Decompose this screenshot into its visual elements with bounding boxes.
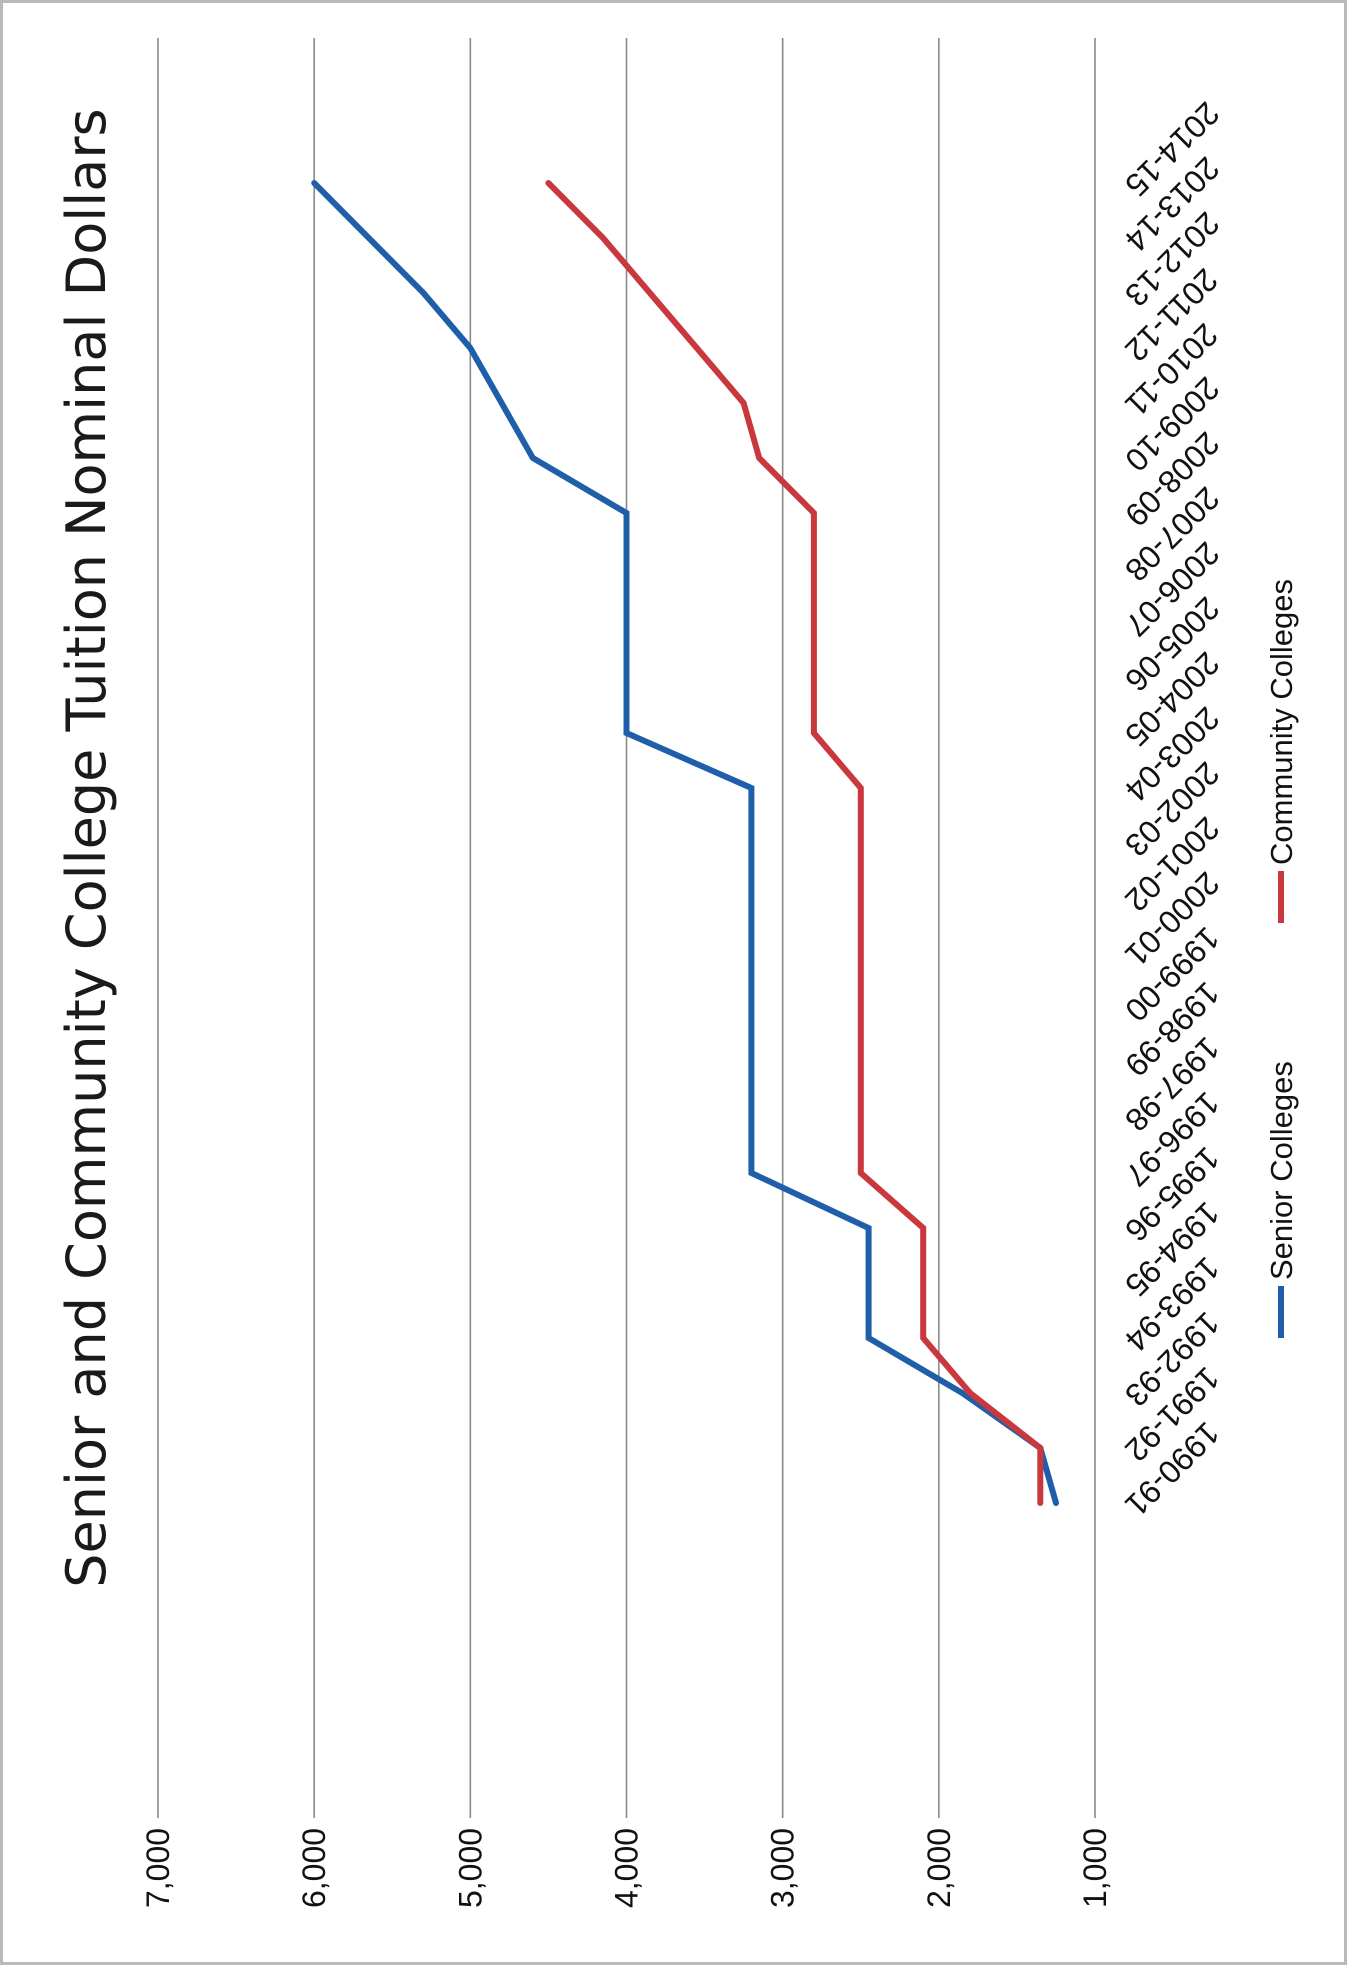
rotated-chart: 1,000 2,000 3,000 4,000 5,000 6,000 7,000 1990… [55, 38, 1299, 1908]
y-tick-label: 1,000 [1077, 1828, 1113, 1908]
y-tick-label: 6,000 [296, 1828, 332, 1908]
legend-senior-colleges-label: Senior Colleges [1264, 1061, 1299, 1280]
series-line-community-colleges [545, 180, 1044, 1506]
legend-community-colleges-label: Community Colleges [1264, 579, 1299, 865]
y-tick-label: 7,000 [140, 1828, 176, 1908]
legend: Senior Colleges Community Colleges [1264, 579, 1299, 1338]
series-line-senior-colleges [311, 180, 1059, 1506]
series-lines [311, 180, 1059, 1506]
y-tick-label: 4,000 [609, 1828, 645, 1908]
chart-title: Senior and Community College Tuition Nom… [55, 108, 118, 1587]
y-axis-ticks: 1,000 2,000 3,000 4,000 5,000 6,000 7,000 [140, 1828, 1113, 1908]
x-axis-ticks: 1990-911991-921992-931993-941994-951995-… [1118, 95, 1226, 1523]
gridlines [157, 38, 1096, 1818]
y-tick-label: 3,000 [765, 1828, 801, 1908]
y-tick-label: 2,000 [921, 1828, 957, 1908]
y-tick-label: 5,000 [452, 1828, 488, 1908]
chart-svg: 1,000 2,000 3,000 4,000 5,000 6,000 7,000 1990… [55, 38, 1299, 1908]
